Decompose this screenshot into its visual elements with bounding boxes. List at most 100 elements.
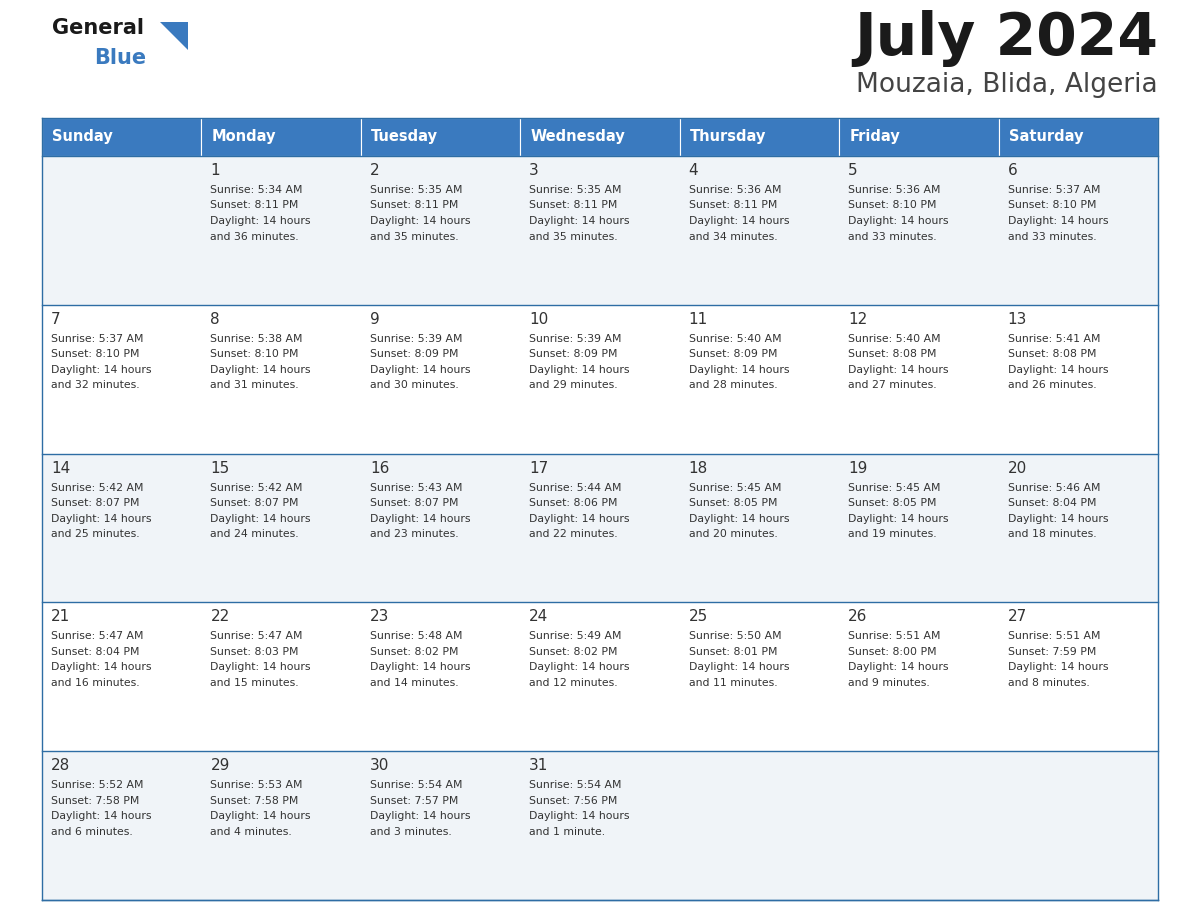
Text: Sunset: 8:05 PM: Sunset: 8:05 PM: [689, 498, 777, 508]
Text: Daylight: 14 hours: Daylight: 14 hours: [1007, 364, 1108, 375]
Text: 7: 7: [51, 312, 61, 327]
Text: 3: 3: [530, 163, 539, 178]
Text: Sunset: 8:01 PM: Sunset: 8:01 PM: [689, 647, 777, 657]
Text: Sunset: 8:10 PM: Sunset: 8:10 PM: [210, 350, 299, 359]
Text: Sunrise: 5:40 AM: Sunrise: 5:40 AM: [689, 334, 782, 344]
Text: 26: 26: [848, 610, 867, 624]
Text: General: General: [52, 18, 144, 38]
Text: Daylight: 14 hours: Daylight: 14 hours: [689, 513, 789, 523]
Text: Daylight: 14 hours: Daylight: 14 hours: [689, 216, 789, 226]
Text: 25: 25: [689, 610, 708, 624]
Text: Blue: Blue: [94, 48, 146, 68]
Bar: [42, 305, 1158, 453]
Text: 16: 16: [369, 461, 390, 476]
Text: Sunset: 7:59 PM: Sunset: 7:59 PM: [1007, 647, 1097, 657]
Text: Sunrise: 5:36 AM: Sunrise: 5:36 AM: [848, 185, 941, 195]
Text: Daylight: 14 hours: Daylight: 14 hours: [51, 513, 152, 523]
Text: and 32 minutes.: and 32 minutes.: [51, 380, 140, 390]
Text: Sunset: 8:11 PM: Sunset: 8:11 PM: [210, 200, 299, 210]
Text: and 9 minutes.: and 9 minutes.: [848, 677, 930, 688]
Text: Sunrise: 5:34 AM: Sunrise: 5:34 AM: [210, 185, 303, 195]
Text: 6: 6: [1007, 163, 1017, 178]
Text: Daylight: 14 hours: Daylight: 14 hours: [848, 663, 949, 672]
Text: 5: 5: [848, 163, 858, 178]
Text: 15: 15: [210, 461, 229, 476]
Text: 2: 2: [369, 163, 379, 178]
Text: 14: 14: [51, 461, 70, 476]
Text: Daylight: 14 hours: Daylight: 14 hours: [530, 216, 630, 226]
Text: Daylight: 14 hours: Daylight: 14 hours: [848, 216, 949, 226]
Text: 17: 17: [530, 461, 549, 476]
Text: and 27 minutes.: and 27 minutes.: [848, 380, 937, 390]
Text: and 11 minutes.: and 11 minutes.: [689, 677, 777, 688]
Text: Sunset: 8:04 PM: Sunset: 8:04 PM: [1007, 498, 1097, 508]
Text: Daylight: 14 hours: Daylight: 14 hours: [689, 364, 789, 375]
Text: Daylight: 14 hours: Daylight: 14 hours: [530, 513, 630, 523]
Text: and 24 minutes.: and 24 minutes.: [210, 529, 299, 539]
Text: Sunset: 8:09 PM: Sunset: 8:09 PM: [369, 350, 459, 359]
Text: Sunset: 8:09 PM: Sunset: 8:09 PM: [689, 350, 777, 359]
Text: Sunrise: 5:51 AM: Sunrise: 5:51 AM: [1007, 632, 1100, 642]
Text: Daylight: 14 hours: Daylight: 14 hours: [210, 812, 311, 822]
Text: and 34 minutes.: and 34 minutes.: [689, 231, 777, 241]
Text: and 18 minutes.: and 18 minutes.: [1007, 529, 1097, 539]
Text: Daylight: 14 hours: Daylight: 14 hours: [210, 513, 311, 523]
Text: Sunrise: 5:43 AM: Sunrise: 5:43 AM: [369, 483, 462, 493]
Bar: [680, 118, 839, 156]
Text: Daylight: 14 hours: Daylight: 14 hours: [530, 812, 630, 822]
Text: Daylight: 14 hours: Daylight: 14 hours: [369, 663, 470, 672]
Text: Daylight: 14 hours: Daylight: 14 hours: [848, 364, 949, 375]
Text: and 35 minutes.: and 35 minutes.: [369, 231, 459, 241]
Text: Sunrise: 5:54 AM: Sunrise: 5:54 AM: [530, 780, 621, 790]
Text: Daylight: 14 hours: Daylight: 14 hours: [530, 663, 630, 672]
Text: Saturday: Saturday: [1009, 129, 1083, 144]
Text: 24: 24: [530, 610, 549, 624]
Bar: [42, 453, 1158, 602]
Text: Sunrise: 5:37 AM: Sunrise: 5:37 AM: [1007, 185, 1100, 195]
Text: Sunrise: 5:44 AM: Sunrise: 5:44 AM: [530, 483, 621, 493]
Text: Sunrise: 5:53 AM: Sunrise: 5:53 AM: [210, 780, 303, 790]
Text: Daylight: 14 hours: Daylight: 14 hours: [689, 663, 789, 672]
Text: Thursday: Thursday: [690, 129, 766, 144]
Text: Sunrise: 5:39 AM: Sunrise: 5:39 AM: [369, 334, 462, 344]
Text: Daylight: 14 hours: Daylight: 14 hours: [530, 364, 630, 375]
Text: and 20 minutes.: and 20 minutes.: [689, 529, 777, 539]
Text: Sunset: 7:57 PM: Sunset: 7:57 PM: [369, 796, 459, 806]
Text: Sunset: 8:11 PM: Sunset: 8:11 PM: [369, 200, 459, 210]
Text: and 23 minutes.: and 23 minutes.: [369, 529, 459, 539]
Text: 11: 11: [689, 312, 708, 327]
Text: 12: 12: [848, 312, 867, 327]
Text: 23: 23: [369, 610, 390, 624]
Text: Sunrise: 5:35 AM: Sunrise: 5:35 AM: [369, 185, 462, 195]
Text: Daylight: 14 hours: Daylight: 14 hours: [1007, 513, 1108, 523]
Text: 13: 13: [1007, 312, 1026, 327]
Text: 10: 10: [530, 312, 549, 327]
Text: Sunrise: 5:48 AM: Sunrise: 5:48 AM: [369, 632, 462, 642]
Text: 19: 19: [848, 461, 867, 476]
Text: Sunrise: 5:46 AM: Sunrise: 5:46 AM: [1007, 483, 1100, 493]
Text: Sunrise: 5:40 AM: Sunrise: 5:40 AM: [848, 334, 941, 344]
Text: Sunrise: 5:49 AM: Sunrise: 5:49 AM: [530, 632, 621, 642]
Text: Monday: Monday: [211, 129, 276, 144]
Text: Sunrise: 5:54 AM: Sunrise: 5:54 AM: [369, 780, 462, 790]
Text: and 30 minutes.: and 30 minutes.: [369, 380, 459, 390]
Text: Sunset: 8:10 PM: Sunset: 8:10 PM: [1007, 200, 1097, 210]
Text: Daylight: 14 hours: Daylight: 14 hours: [210, 216, 311, 226]
Bar: [42, 751, 1158, 900]
Text: Sunrise: 5:35 AM: Sunrise: 5:35 AM: [530, 185, 621, 195]
Text: Daylight: 14 hours: Daylight: 14 hours: [51, 812, 152, 822]
Text: 30: 30: [369, 758, 390, 773]
Text: Sunset: 8:04 PM: Sunset: 8:04 PM: [51, 647, 139, 657]
Text: Sunrise: 5:41 AM: Sunrise: 5:41 AM: [1007, 334, 1100, 344]
Text: Sunrise: 5:52 AM: Sunrise: 5:52 AM: [51, 780, 144, 790]
Polygon shape: [160, 22, 188, 50]
Text: Sunrise: 5:36 AM: Sunrise: 5:36 AM: [689, 185, 782, 195]
Text: Sunset: 7:58 PM: Sunset: 7:58 PM: [51, 796, 139, 806]
Text: Daylight: 14 hours: Daylight: 14 hours: [51, 663, 152, 672]
Text: Sunrise: 5:45 AM: Sunrise: 5:45 AM: [848, 483, 941, 493]
Text: 20: 20: [1007, 461, 1026, 476]
Text: Sunrise: 5:39 AM: Sunrise: 5:39 AM: [530, 334, 621, 344]
Text: Sunday: Sunday: [52, 129, 113, 144]
Text: Sunrise: 5:45 AM: Sunrise: 5:45 AM: [689, 483, 782, 493]
Text: Sunrise: 5:38 AM: Sunrise: 5:38 AM: [210, 334, 303, 344]
